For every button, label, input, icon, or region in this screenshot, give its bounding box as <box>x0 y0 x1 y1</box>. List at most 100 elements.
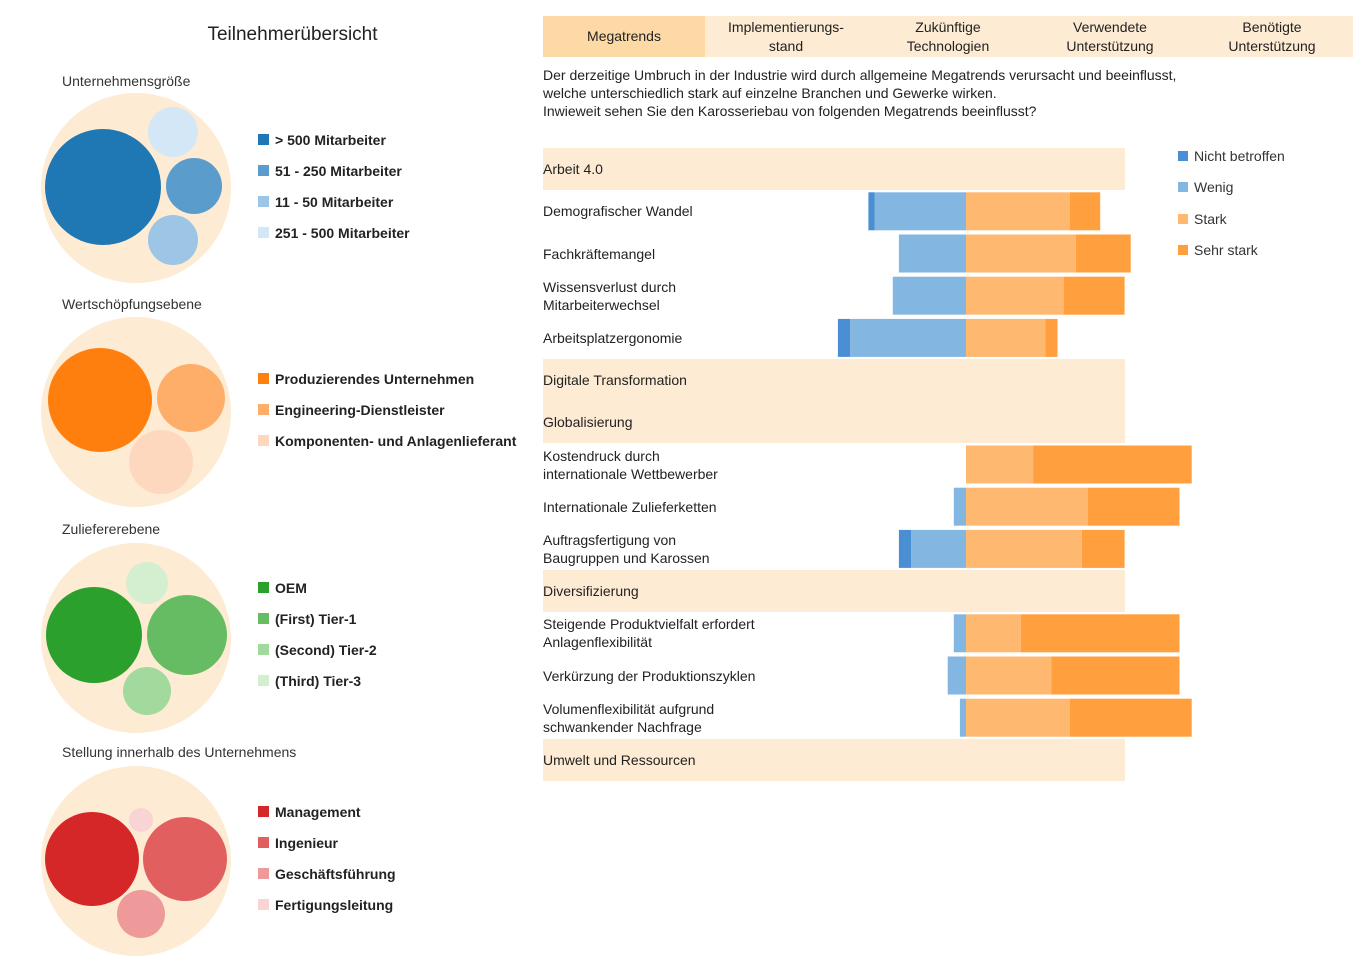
legend-item[interactable]: Engineering-Dienstleister <box>258 394 516 425</box>
bubble-over-500[interactable] <box>45 129 161 245</box>
legend-swatch <box>258 837 269 848</box>
bubble-251-500[interactable] <box>148 107 198 157</box>
legend-item[interactable]: Geschäftsführung <box>258 858 396 889</box>
legend-item[interactable]: (Third) Tier-3 <box>258 665 377 696</box>
bubble-management[interactable] <box>45 812 139 906</box>
bar-nicht-betroffen[interactable] <box>898 529 912 568</box>
legend-item[interactable]: > 500 Mitarbeiter <box>258 124 410 155</box>
legend-swatch <box>1178 150 1188 161</box>
legend-supplier-level: OEM (First) Tier-1 (Second) Tier-2 (Thir… <box>258 572 377 696</box>
bubble-tier-1[interactable] <box>147 595 227 675</box>
group-title-supplier-level: Zuliefererebene <box>62 521 161 537</box>
bar-stark[interactable] <box>966 529 1082 568</box>
bubble-oem[interactable] <box>46 587 142 683</box>
bubble-chart-supplier-level <box>41 543 231 733</box>
tab-future-technologies[interactable]: Zukünftige Technologien <box>906 18 990 54</box>
legend-swatch <box>1178 245 1188 256</box>
bar-wenig[interactable] <box>850 318 966 357</box>
legend-item[interactable]: Komponenten- und Anlagenlieferant <box>258 425 516 456</box>
legend-item[interactable]: (First) Tier-1 <box>258 603 377 634</box>
bar-stark[interactable] <box>966 234 1076 273</box>
row-label: Demografischer Wandel <box>543 203 693 220</box>
bubble-engineering[interactable] <box>157 364 225 432</box>
bar-stark[interactable] <box>966 192 1070 231</box>
bubble-11-50[interactable] <box>148 215 198 265</box>
bubble-chart-value-chain <box>41 317 231 507</box>
bar-wenig[interactable] <box>959 698 966 737</box>
tab-megatrends[interactable]: Megatrends <box>543 16 705 57</box>
bar-sehr-stark[interactable] <box>1075 234 1131 273</box>
legend-item[interactable]: OEM <box>258 572 377 603</box>
legend-item-very-strong[interactable]: Sehr stark <box>1178 235 1285 267</box>
legend-swatch <box>258 435 269 446</box>
legend-swatch <box>258 373 269 384</box>
legend-item[interactable]: Ingenieur <box>258 827 396 858</box>
legend-item[interactable]: Management <box>258 796 396 827</box>
bubble-executive[interactable] <box>117 890 165 938</box>
legend-swatch <box>258 806 269 817</box>
chart-legend: Nicht betroffen Wenig Stark Sehr stark <box>1178 140 1285 266</box>
bubble-tier-3[interactable] <box>126 562 168 604</box>
category-label: Arbeit 4.0 <box>543 161 603 178</box>
legend-position: Management Ingenieur Geschäftsführung Fe… <box>258 796 396 920</box>
category-label: Diversifizierung <box>543 583 639 600</box>
tab-implementation-status[interactable]: Implementierungs- stand <box>728 18 844 54</box>
category-label: Umwelt und Ressourcen <box>543 751 696 768</box>
bar-sehr-stark[interactable] <box>1045 318 1058 357</box>
bubble-production-lead[interactable] <box>129 808 153 832</box>
legend-item[interactable]: 11 - 50 Mitarbeiter <box>258 186 410 217</box>
bar-nicht-betroffen[interactable] <box>837 318 851 357</box>
tab-needed-support[interactable]: Benötigte Unterstützung <box>1228 18 1316 54</box>
bar-stark[interactable] <box>966 445 1034 484</box>
bar-sehr-stark[interactable] <box>1051 656 1180 695</box>
bubble-supplier[interactable] <box>129 430 193 494</box>
bar-wenig[interactable] <box>874 192 967 231</box>
legend-item-strong[interactable]: Stark <box>1178 203 1285 235</box>
bar-sehr-stark[interactable] <box>1063 276 1125 315</box>
legend-item[interactable]: 51 - 250 Mitarbeiter <box>258 155 410 186</box>
question-text: Der derzeitige Umbruch in der Industrie … <box>543 67 1177 119</box>
bar-nicht-betroffen[interactable] <box>868 192 875 231</box>
bar-sehr-stark[interactable] <box>1069 698 1192 737</box>
bar-wenig[interactable] <box>892 276 966 315</box>
bubble-tier-2[interactable] <box>123 667 171 715</box>
bar-stark[interactable] <box>966 698 1070 737</box>
bar-stark[interactable] <box>966 318 1046 357</box>
category-label: Digitale Transformation <box>543 372 687 389</box>
legend-item[interactable]: Fertigungsleitung <box>258 889 396 920</box>
bar-sehr-stark[interactable] <box>1081 529 1125 568</box>
legend-swatch <box>258 165 269 176</box>
legend-item[interactable]: 251 - 500 Mitarbeiter <box>258 217 410 248</box>
bar-wenig[interactable] <box>911 529 966 568</box>
bar-wenig[interactable] <box>953 487 966 526</box>
legend-swatch <box>258 868 269 879</box>
legend-swatch <box>258 227 269 238</box>
legend-swatch <box>258 196 269 207</box>
category-band <box>543 738 1125 781</box>
bar-sehr-stark[interactable] <box>1020 614 1180 653</box>
legend-item-little[interactable]: Wenig <box>1178 172 1285 204</box>
legend-item[interactable]: (Second) Tier-2 <box>258 634 377 665</box>
bar-wenig[interactable] <box>953 614 966 653</box>
row-label: Kostendruck durch internationale Wettbew… <box>543 447 718 482</box>
bar-sehr-stark[interactable] <box>1069 192 1101 231</box>
legend-item[interactable]: Produzierendes Unternehmen <box>258 363 516 394</box>
legend-swatch <box>258 644 269 655</box>
legend-swatch <box>1178 213 1188 224</box>
bar-stark[interactable] <box>966 276 1064 315</box>
bar-stark[interactable] <box>966 487 1088 526</box>
bubble-engineer[interactable] <box>143 817 227 901</box>
bar-wenig[interactable] <box>898 234 966 273</box>
tab-used-support[interactable]: Verwendete Unterstützung <box>1066 18 1154 54</box>
bar-stark[interactable] <box>966 656 1052 695</box>
group-title-value-chain: Wertschöpfungsebene <box>62 296 202 312</box>
legend-swatch <box>1178 182 1188 193</box>
bar-wenig[interactable] <box>947 656 966 695</box>
legend-swatch <box>258 134 269 145</box>
legend-item-not-affected[interactable]: Nicht betroffen <box>1178 140 1285 172</box>
bar-sehr-stark[interactable] <box>1033 445 1192 484</box>
bubble-51-250[interactable] <box>166 158 222 214</box>
bar-sehr-stark[interactable] <box>1088 487 1180 526</box>
bar-stark[interactable] <box>966 614 1021 653</box>
bubble-producer[interactable] <box>48 348 152 452</box>
